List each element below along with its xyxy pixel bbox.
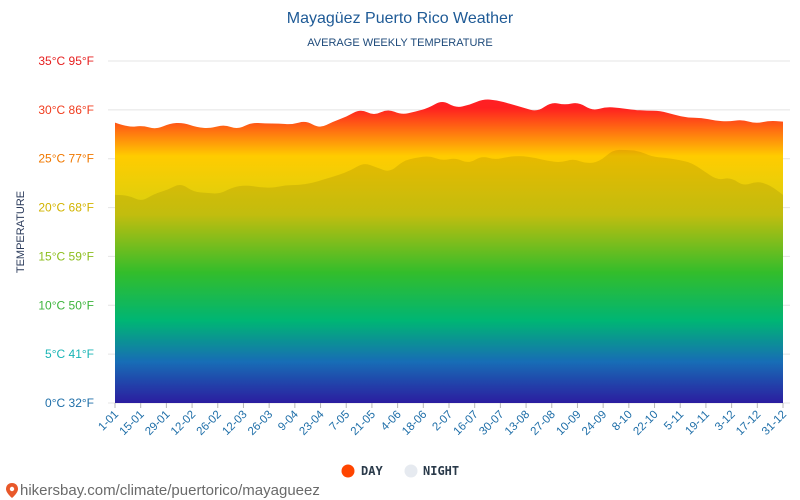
x-tick-label: 12-02 bbox=[169, 409, 198, 438]
source-text: hikersbay.com/climate/puertorico/mayague… bbox=[20, 482, 320, 499]
x-tick-label: 16-07 bbox=[452, 409, 481, 438]
x-tick-label: 24-09 bbox=[580, 409, 609, 438]
x-tick-label: 15-01 bbox=[118, 409, 147, 438]
x-tick-label: 13-08 bbox=[503, 409, 532, 438]
x-tick-label: 27-08 bbox=[529, 409, 558, 438]
y-tick-label: 15°C 59°F bbox=[38, 249, 94, 263]
y-tick-label: 25°C 77°F bbox=[38, 152, 94, 166]
y-tick-label: 20°C 68°F bbox=[38, 201, 94, 215]
x-tick-label: 26-03 bbox=[246, 409, 275, 438]
y-tick-label: 35°C 95°F bbox=[38, 54, 94, 68]
y-tick-label: 30°C 86°F bbox=[38, 103, 94, 117]
y-tick-label: 5°C 41°F bbox=[45, 347, 94, 361]
x-tick-label: 23-04 bbox=[297, 408, 327, 438]
chart-subtitle: AVERAGE WEEKLY TEMPERATURE bbox=[307, 37, 492, 49]
legend-night-marker bbox=[404, 464, 418, 478]
x-tick-label: 12-03 bbox=[220, 409, 249, 438]
x-tick-label: 26-02 bbox=[195, 409, 224, 438]
legend-day-label: DAY bbox=[361, 464, 383, 478]
night-overlay bbox=[115, 149, 783, 403]
source-link[interactable]: hikersbay.com/climate/puertorico/mayague… bbox=[6, 482, 320, 499]
x-tick-label: 31-12 bbox=[760, 409, 789, 438]
x-tick-label: 21-05 bbox=[349, 409, 378, 438]
x-tick-label: 22-10 bbox=[631, 409, 660, 438]
x-tick-label: 17-12 bbox=[734, 409, 763, 438]
y-axis-ticks: 0°C 32°F 5°C 41°F 10°C 50°F 15°C 59°F 20°C 6… bbox=[38, 54, 94, 410]
map-pin-dot bbox=[9, 486, 15, 492]
legend-item-night[interactable]: NIGHT bbox=[404, 464, 460, 478]
legend-night-label: NIGHT bbox=[423, 464, 459, 478]
night-area bbox=[115, 149, 783, 403]
x-tick-label: 18-06 bbox=[400, 409, 429, 438]
x-tick-label: 29-01 bbox=[143, 409, 172, 438]
y-tick-label: 10°C 50°F bbox=[38, 298, 94, 312]
x-tick-label: 19-11 bbox=[683, 409, 712, 438]
x-tick-label: 10-09 bbox=[554, 409, 583, 438]
legend-item-day[interactable]: DAY bbox=[341, 464, 384, 478]
x-tick-label: 30-07 bbox=[477, 409, 506, 438]
y-tick-label: 0°C 32°F bbox=[45, 396, 94, 410]
legend-day-marker bbox=[341, 464, 355, 478]
legend: DAY NIGHT bbox=[341, 464, 460, 478]
y-axis-label: TEMPERATURE bbox=[15, 191, 27, 273]
chart-title: Mayagüez Puerto Rico Weather bbox=[287, 10, 514, 27]
